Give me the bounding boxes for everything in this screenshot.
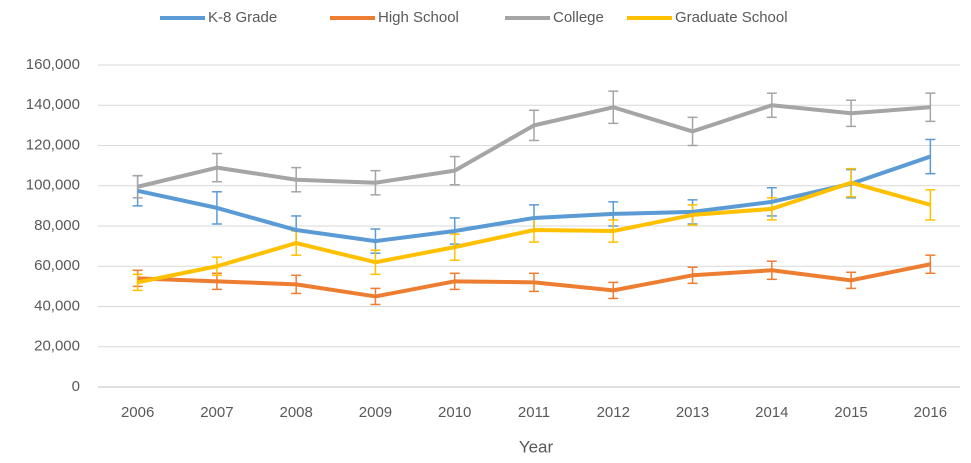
series-line bbox=[137, 180, 931, 285]
y-tick-label: 120,000 bbox=[26, 136, 80, 153]
x-tick-label: 2016 bbox=[914, 404, 947, 421]
y-tick-label: 40,000 bbox=[34, 297, 80, 314]
x-tick-label: 2009 bbox=[359, 404, 392, 421]
x-tick-label: 2012 bbox=[597, 404, 630, 421]
x-tick-label: 2008 bbox=[279, 404, 312, 421]
legend-label: Graduate School bbox=[675, 9, 788, 26]
x-tick-label: 2014 bbox=[755, 404, 788, 421]
series-line bbox=[137, 262, 931, 299]
x-tick-label: 2013 bbox=[676, 404, 709, 421]
legend-label: K-8 Grade bbox=[208, 9, 277, 26]
x-tick-label: 2006 bbox=[121, 404, 154, 421]
x-axis-title: Year bbox=[519, 437, 554, 456]
legend-label: High School bbox=[378, 9, 459, 26]
x-tick-label: 2007 bbox=[200, 404, 233, 421]
x-tick-label: 2011 bbox=[518, 404, 550, 421]
x-tick-label: 2015 bbox=[834, 404, 867, 421]
y-tick-label: 140,000 bbox=[26, 96, 80, 113]
series-line bbox=[137, 103, 931, 189]
y-tick-label: 80,000 bbox=[34, 217, 80, 234]
y-tick-label: 100,000 bbox=[26, 177, 80, 194]
y-tick-label: 0 bbox=[72, 378, 80, 395]
series-line bbox=[137, 154, 932, 244]
y-tick-label: 160,000 bbox=[26, 56, 80, 73]
y-tick-label: 20,000 bbox=[34, 338, 80, 355]
y-tick-label: 60,000 bbox=[34, 257, 80, 274]
x-tick-label: 2010 bbox=[438, 404, 471, 421]
legend-label: College bbox=[553, 9, 604, 26]
